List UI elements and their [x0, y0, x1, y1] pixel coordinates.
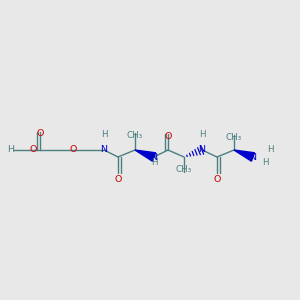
Text: O: O — [164, 132, 172, 141]
Text: H: H — [199, 130, 205, 139]
Text: N: N — [151, 152, 158, 161]
Text: O: O — [36, 129, 44, 138]
Text: N: N — [100, 146, 107, 154]
Text: CH₃: CH₃ — [127, 131, 143, 140]
Polygon shape — [234, 150, 255, 161]
Text: CH₃: CH₃ — [226, 133, 242, 142]
Text: CH₃: CH₃ — [176, 165, 192, 174]
Text: N: N — [250, 152, 256, 161]
Text: H: H — [151, 158, 157, 167]
Text: H: H — [101, 130, 107, 139]
Text: H: H — [7, 146, 14, 154]
Text: H: H — [267, 146, 274, 154]
Text: N: N — [199, 146, 206, 154]
Text: O: O — [213, 175, 221, 184]
Polygon shape — [135, 150, 156, 161]
Text: H: H — [262, 158, 268, 167]
Text: O: O — [29, 146, 36, 154]
Text: O: O — [69, 146, 77, 154]
Text: O: O — [114, 175, 122, 184]
